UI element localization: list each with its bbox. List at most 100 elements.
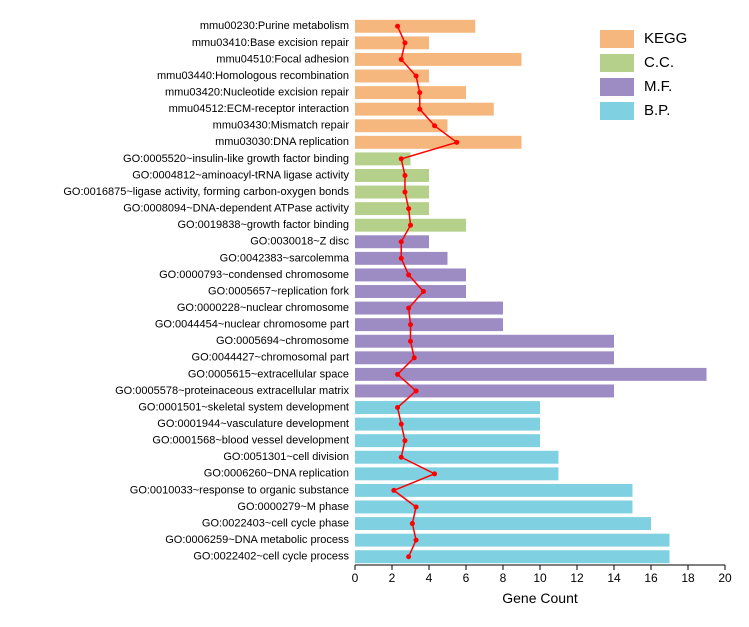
overlay-marker xyxy=(414,388,419,393)
legend: KEGGC.C.M.F.B.P. xyxy=(600,30,687,120)
overlay-marker xyxy=(399,455,404,460)
bar xyxy=(355,36,429,49)
bar xyxy=(355,186,429,199)
x-tick-label: 8 xyxy=(500,571,507,585)
bar xyxy=(355,484,633,497)
x-tick-label: 6 xyxy=(463,571,470,585)
bar-label: GO:0000793~condensed chromosome xyxy=(159,269,349,281)
bar-label: GO:0001944~vasculature development xyxy=(157,418,349,430)
overlay-marker xyxy=(395,24,400,29)
overlay-marker xyxy=(402,190,407,195)
x-tick-label: 20 xyxy=(718,571,732,585)
overlay-marker xyxy=(421,289,426,294)
bar-label: GO:0000279~M phase xyxy=(237,501,349,513)
overlay-marker xyxy=(417,107,422,112)
x-tick-label: 2 xyxy=(389,571,396,585)
overlay-marker xyxy=(399,256,404,261)
bar-label: GO:0016875~ligase activity, forming carb… xyxy=(63,186,349,198)
bar-label: GO:0019838~growth factor binding xyxy=(177,219,349,231)
bar xyxy=(355,136,522,149)
x-axis-title: Gene Count xyxy=(502,590,578,606)
bar xyxy=(355,384,614,397)
bar-label: GO:0006259~DNA metabolic process xyxy=(165,534,349,546)
overlay-marker xyxy=(402,40,407,45)
bar-label: GO:0005578~proteinaceous extracellular m… xyxy=(115,385,349,397)
bar xyxy=(355,20,475,33)
overlay-marker xyxy=(408,322,413,327)
overlay-marker xyxy=(406,554,411,559)
bar xyxy=(355,86,466,99)
bar xyxy=(355,550,670,563)
bar-label: GO:0005520~insulin-like growth factor bi… xyxy=(123,153,349,165)
bar-label: mmu03030:DNA replication xyxy=(215,136,349,148)
overlay-marker xyxy=(402,438,407,443)
legend-swatch xyxy=(600,30,634,48)
overlay-marker xyxy=(406,306,411,311)
x-tick-label: 10 xyxy=(533,571,547,585)
bar xyxy=(355,318,503,331)
x-tick-label: 14 xyxy=(607,571,621,585)
bar xyxy=(355,451,559,464)
bar-label: GO:0006260~DNA replication xyxy=(204,468,349,480)
overlay-marker xyxy=(412,355,417,360)
bar-label: GO:0001501~skeletal system development xyxy=(138,401,349,413)
chart-svg: mmu00230:Purine metabolismmmu03410:Base … xyxy=(0,0,749,627)
bar-label: GO:0010033~response to organic substance xyxy=(130,484,349,496)
bars-group: mmu00230:Purine metabolismmmu03410:Base … xyxy=(63,20,706,563)
overlay-marker xyxy=(399,239,404,244)
overlay-marker xyxy=(414,504,419,509)
overlay-marker xyxy=(414,538,419,543)
x-tick-label: 12 xyxy=(570,571,584,585)
overlay-marker xyxy=(414,74,419,79)
bar-label: GO:0022402~cell cycle process xyxy=(193,551,349,563)
x-tick-label: 0 xyxy=(352,571,359,585)
overlay-marker xyxy=(391,488,396,493)
bar xyxy=(355,501,633,514)
bar-label: GO:0001568~blood vessel development xyxy=(152,435,349,447)
bar-label: mmu03410:Base excision repair xyxy=(192,37,349,49)
x-tick-label: 4 xyxy=(426,571,433,585)
bar-label: GO:0030018~Z disc xyxy=(250,236,349,248)
bar-label: mmu04512:ECM-receptor interaction xyxy=(169,103,349,115)
bar xyxy=(355,302,503,315)
bar-label: mmu03420:Nucleotide excision repair xyxy=(165,86,349,98)
bar-label: GO:0044454~nuclear chromosome part xyxy=(155,319,349,331)
overlay-marker xyxy=(417,90,422,95)
bar-label: mmu03440:Homologous recombination xyxy=(157,70,349,82)
overlay-marker xyxy=(432,123,437,128)
overlay-marker xyxy=(395,372,400,377)
overlay-marker xyxy=(454,140,459,145)
bar xyxy=(355,517,651,530)
overlay-marker xyxy=(406,206,411,211)
bar-label: GO:0004812~aminoacyl-tRNA ligase activit… xyxy=(132,169,349,181)
bar-label: mmu04510:Focal adhesion xyxy=(216,53,349,65)
bar xyxy=(355,418,540,431)
bar xyxy=(355,351,614,364)
legend-label: M.F. xyxy=(644,78,672,95)
bar xyxy=(355,434,540,447)
bar-label: GO:0005615~extracellular space xyxy=(188,368,349,380)
bar-label: GO:0042383~sarcolemma xyxy=(220,252,350,264)
overlay-marker xyxy=(395,405,400,410)
bar-label: GO:0022403~cell cycle phase xyxy=(202,517,349,529)
legend-swatch xyxy=(600,54,634,72)
bar-label: GO:0051301~cell division xyxy=(223,451,349,463)
x-tick-label: 16 xyxy=(644,571,658,585)
overlay-marker xyxy=(399,156,404,161)
legend-label: C.C. xyxy=(644,54,674,71)
bar xyxy=(355,335,614,348)
bar xyxy=(355,467,559,480)
bar xyxy=(355,534,670,547)
legend-swatch xyxy=(600,102,634,120)
overlay-marker xyxy=(408,223,413,228)
bar-label: GO:0005657~replication fork xyxy=(208,285,349,297)
legend-swatch xyxy=(600,78,634,96)
x-tick-label: 18 xyxy=(681,571,695,585)
bar-label: GO:0000228~nuclear chromosome xyxy=(177,302,349,314)
bar xyxy=(355,169,429,182)
overlay-marker xyxy=(410,521,415,526)
bar xyxy=(355,202,429,215)
overlay-marker xyxy=(408,339,413,344)
x-axis: 0 2 4 6 8 10 12 14 16 18 20 Gene Count xyxy=(352,565,732,606)
overlay-marker xyxy=(399,57,404,62)
